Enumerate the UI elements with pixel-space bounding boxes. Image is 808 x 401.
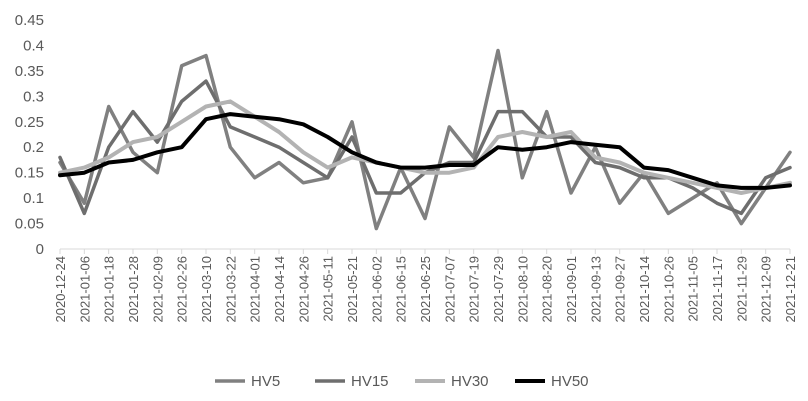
- x-tick-label: 2021-10-26: [661, 256, 676, 323]
- legend-label-hv30: HV30: [451, 373, 489, 390]
- x-tick-label: 2021-01-06: [77, 256, 92, 323]
- y-tick-label: 0.35: [15, 63, 44, 80]
- x-tick-label: 2021-06-15: [394, 256, 409, 323]
- x-tick-label: 2021-11-05: [686, 256, 701, 322]
- y-tick-label: 0.15: [15, 165, 44, 182]
- x-tick-label: 2021-09-27: [613, 256, 628, 323]
- y-tick-label: 0.05: [15, 216, 44, 233]
- y-tick-label: 0.45: [15, 12, 44, 29]
- x-tick-label: 2021-12-21: [783, 256, 798, 323]
- legend-label-hv50: HV50: [551, 373, 589, 390]
- legend-label-hv5: HV5: [251, 373, 280, 390]
- series-line-hv15: [58, 79, 792, 216]
- legend-label-hv15: HV15: [351, 373, 389, 390]
- series-line-hv30: [58, 99, 792, 195]
- x-tick-label: 2021-08-20: [540, 256, 555, 323]
- x-axis: 2020-12-24 2021-01-06 2021-01-18 2021-01-28…: [53, 248, 798, 323]
- x-tick-label: 2021-11-29: [734, 256, 749, 322]
- series-line-hv50: [58, 112, 792, 190]
- x-tick-label: 2021-02-09: [150, 256, 165, 323]
- x-tick-label: 2021-03-10: [199, 256, 214, 323]
- x-tick-label: 2021-08-10: [515, 256, 530, 323]
- x-tick-label: 2021-04-14: [272, 256, 287, 323]
- x-tick-label: 2021-04-26: [296, 256, 311, 323]
- y-tick-label: 0.3: [23, 88, 44, 105]
- x-tick-label: 2021-01-28: [126, 256, 141, 323]
- y-tick-label: 0.25: [15, 114, 44, 131]
- legend: HV5 HV15 HV30 HV50: [215, 373, 589, 390]
- x-tick-label: 2021-06-25: [418, 256, 433, 323]
- x-tick-label: 2021-09-13: [588, 256, 603, 323]
- y-tick-label: 0.2: [23, 139, 44, 156]
- x-tick-label: 2021-07-07: [442, 256, 457, 323]
- x-tick-label: 2021-07-29: [491, 256, 506, 323]
- x-tick-label: 2021-02-26: [175, 256, 190, 323]
- x-tick-label: 2021-03-22: [223, 256, 238, 323]
- x-tick-label: 2021-10-14: [637, 256, 652, 323]
- x-tick-label: 2021-01-18: [102, 256, 117, 323]
- x-tick-label: 2020-12-24: [53, 256, 68, 323]
- x-tick-label: 2021-12-09: [759, 256, 774, 323]
- x-tick-label: 2021-04-01: [248, 256, 263, 323]
- x-tick-label: 2021-06-02: [369, 256, 384, 323]
- x-tick-label: 2021-05-21: [345, 256, 360, 323]
- y-tick-label: 0.4: [23, 37, 44, 54]
- x-tick-label: 2021-05-11: [321, 256, 336, 322]
- series-layer: [58, 48, 792, 231]
- y-axis: 0 0.05 0.1 0.15 0.2 0.25 0.3 0.35 0.4 0.45: [15, 12, 44, 258]
- x-tick-label: 2021-09-01: [564, 256, 579, 323]
- y-tick-label: 0.1: [23, 190, 44, 207]
- series-line-hv5: [58, 48, 792, 231]
- x-tick-label: 2021-11-17: [710, 256, 725, 322]
- y-tick-label: 0: [36, 241, 44, 258]
- x-tick-label: 2021-07-19: [467, 256, 482, 323]
